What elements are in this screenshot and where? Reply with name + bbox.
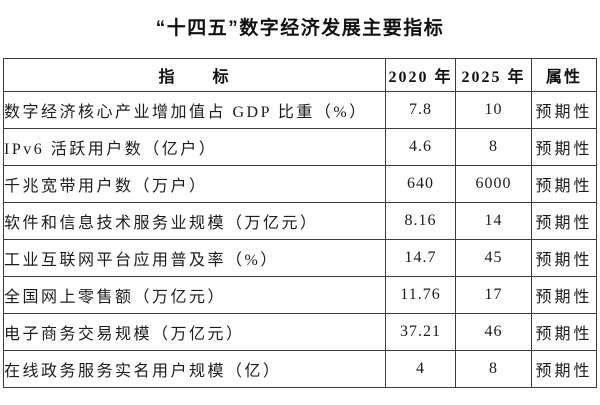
- attribute-cell: 预期性: [531, 165, 597, 203]
- value-2020-cell: 4.6: [385, 128, 456, 166]
- attribute-cell: 预期性: [531, 128, 597, 166]
- indicator-cell: 数字经济核心产业增加值占 GDP 比重（%）: [3, 91, 386, 129]
- value-2020-cell: 4: [385, 350, 456, 388]
- attribute-cell: 预期性: [531, 202, 597, 240]
- value-2025-cell: 45: [455, 239, 532, 277]
- table-header-row: 指 标 2020 年 2025 年 属性: [3, 58, 597, 92]
- table-row: 在线政务服务实名用户规模（亿） 4 8 预期性: [3, 350, 597, 388]
- value-2020-cell: 8.16: [385, 202, 456, 240]
- value-2020-cell: 7.8: [385, 91, 456, 129]
- table-row: 软件和信息技术服务业规模（万亿元） 8.16 14 预期性: [3, 202, 597, 240]
- table-row: 数字经济核心产业增加值占 GDP 比重（%） 7.8 10 预期性: [3, 91, 597, 129]
- indicators-table: 指 标 2020 年 2025 年 属性 数字经济核心产业增加值占 GDP 比重…: [3, 58, 597, 388]
- attribute-cell: 预期性: [531, 91, 597, 129]
- table-row: 全国网上零售额（万亿元） 11.76 17 预期性: [3, 276, 597, 314]
- attribute-cell: 预期性: [531, 276, 597, 314]
- header-indicator: 指 标: [3, 58, 386, 92]
- indicator-cell: 工业互联网平台应用普及率（%）: [3, 239, 386, 277]
- indicator-cell: 电子商务交易规模（万亿元）: [3, 313, 386, 351]
- indicator-cell: 千兆宽带用户数（万户）: [3, 165, 386, 203]
- indicator-cell: 软件和信息技术服务业规模（万亿元）: [3, 202, 386, 240]
- value-2025-cell: 14: [455, 202, 532, 240]
- value-2020-cell: 37.21: [385, 313, 456, 351]
- table-row: IPv6 活跃用户数（亿户） 4.6 8 预期性: [3, 128, 597, 166]
- header-2020: 2020 年: [385, 58, 456, 92]
- attribute-cell: 预期性: [531, 350, 597, 388]
- header-attribute: 属性: [531, 58, 597, 92]
- value-2025-cell: 17: [455, 276, 532, 314]
- value-2025-cell: 46: [455, 313, 532, 351]
- indicator-cell: 在线政务服务实名用户规模（亿）: [3, 350, 386, 388]
- value-2020-cell: 11.76: [385, 276, 456, 314]
- attribute-cell: 预期性: [531, 313, 597, 351]
- header-2025: 2025 年: [455, 58, 532, 92]
- value-2020-cell: 640: [385, 165, 456, 203]
- value-2025-cell: 8: [455, 350, 532, 388]
- indicator-cell: 全国网上零售额（万亿元）: [3, 276, 386, 314]
- value-2025-cell: 8: [455, 128, 532, 166]
- value-2025-cell: 10: [455, 91, 532, 129]
- page-title: “十四五”数字经济发展主要指标: [155, 18, 445, 39]
- table-row: 电子商务交易规模（万亿元） 37.21 46 预期性: [3, 313, 597, 351]
- table-row: 千兆宽带用户数（万户） 640 6000 预期性: [3, 165, 597, 203]
- value-2020-cell: 14.7: [385, 239, 456, 277]
- indicator-cell: IPv6 活跃用户数（亿户）: [3, 128, 386, 166]
- attribute-cell: 预期性: [531, 239, 597, 277]
- value-2025-cell: 6000: [455, 165, 532, 203]
- table-row: 工业互联网平台应用普及率（%） 14.7 45 预期性: [3, 239, 597, 277]
